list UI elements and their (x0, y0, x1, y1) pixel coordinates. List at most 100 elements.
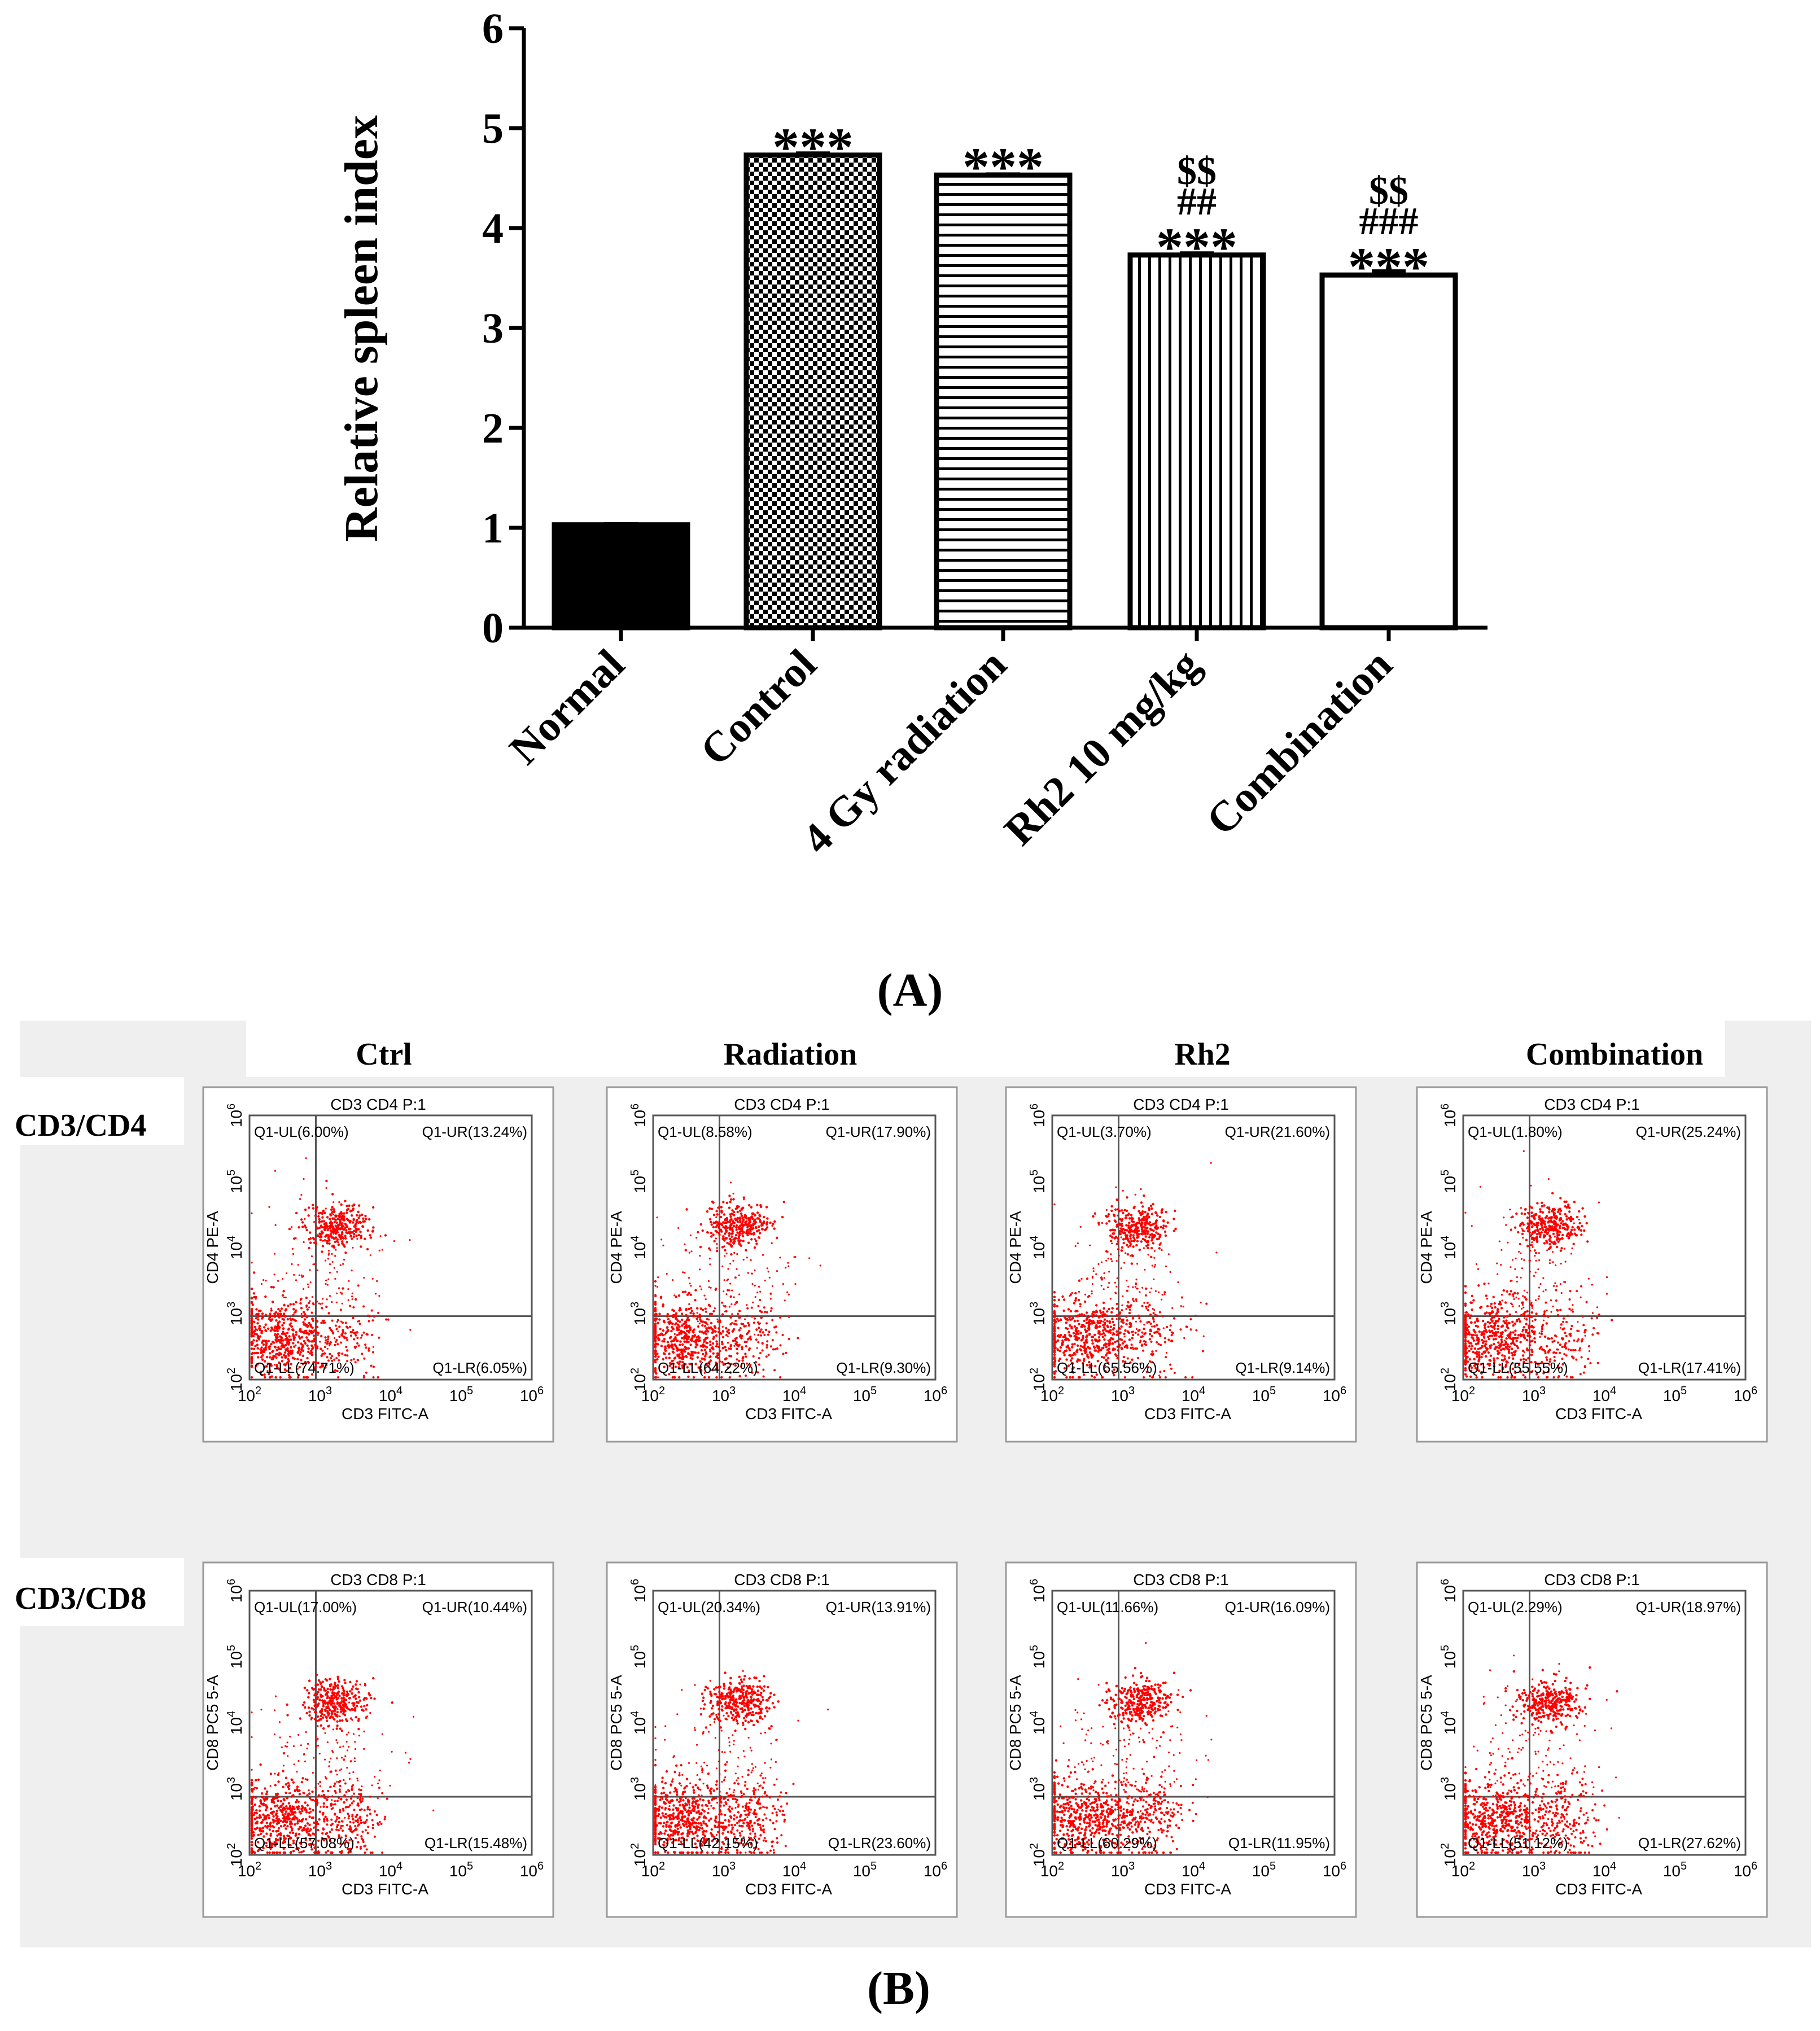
x-tick-label: 103 (1522, 1385, 1546, 1404)
bar-normal (552, 522, 690, 631)
quadrant-ur-label: Q1-UR(18.97%) (1636, 1599, 1741, 1616)
flow-plot: CD3 CD8 P:1 Q1-UL(11.66%) Q1-UR(16.09%) Q1-… (1005, 1561, 1357, 1918)
plot-area (1462, 1114, 1747, 1381)
significance-mark: ## (1177, 180, 1217, 224)
quadrant-ur-label: Q1-UR(13.24%) (422, 1123, 527, 1140)
y-tick-label: 103 (225, 1777, 245, 1801)
significance-mark: ### (1359, 200, 1419, 243)
quadrant-lr-label: Q1-LR(17.41%) (1638, 1359, 1741, 1376)
y-tick-label: 103 (1028, 1777, 1048, 1801)
y-tick-label: 102 (1439, 1368, 1459, 1391)
x-tick-label: 106 (520, 1860, 544, 1880)
column-header: Radiation (724, 1037, 858, 1072)
y-tick-label: 102 (629, 1843, 649, 1867)
y-axis-title: CD4 PE-A (607, 1211, 625, 1284)
y-tick-label: 0 (482, 605, 504, 652)
y-tick-label: 104 (1028, 1711, 1048, 1735)
significance-stars: *** (1348, 237, 1429, 297)
quadrant-ll-label: Q1-LL(60.29%) (1057, 1835, 1157, 1851)
x-category-label: 4 Gy radiation (793, 641, 1016, 863)
plot-area (652, 1590, 937, 1856)
x-tick-label: 106 (924, 1860, 947, 1880)
quadrant-ur-label: Q1-UR(17.90%) (826, 1123, 931, 1140)
plot-area (248, 1114, 533, 1381)
plot-title: CD3 CD8 P:1 (1544, 1571, 1640, 1588)
event-dots (1464, 1654, 1620, 1854)
event-dots (1053, 1162, 1218, 1379)
quadrant-ul-label: Q1-UL(6.00%) (254, 1123, 349, 1140)
x-axis-title: CD3 FITC-A (1555, 1405, 1642, 1422)
event-dots (1053, 1642, 1213, 1854)
quadrant-ll-label: Q1-LL(74.71%) (254, 1359, 355, 1376)
flow-plot: CD3 CD4 P:1 Q1-UL(6.00%) Q1-UR(13.24%) Q1-L… (202, 1086, 554, 1443)
row-label-bg (20, 1077, 184, 1145)
y-tick-label: 106 (1439, 1104, 1459, 1127)
x-tick-label: 102 (1040, 1385, 1064, 1404)
x-tick-label: 106 (924, 1385, 947, 1404)
y-tick-label: 102 (1439, 1843, 1459, 1867)
y-tick-label: 106 (225, 1579, 245, 1603)
row-label: CD3/CD4 (15, 1108, 146, 1143)
y-tick-label: 105 (1439, 1170, 1459, 1193)
plot-title: CD3 CD8 P:1 (330, 1571, 426, 1588)
y-axis-title: CD4 PE-A (204, 1211, 221, 1284)
plot-area (1051, 1114, 1336, 1381)
x-category-label: Control (691, 641, 825, 775)
y-tick-label: 102 (225, 1843, 245, 1867)
x-tick-label: 105 (1663, 1385, 1687, 1404)
event-dots (1464, 1150, 1613, 1379)
y-axis-title: CD4 PE-A (1418, 1211, 1435, 1284)
quadrant-ll-label: Q1-LL(55.55%) (1468, 1359, 1568, 1376)
y-tick-label: 102 (1028, 1843, 1048, 1867)
flow-plot: CD3 CD8 P:1 Q1-UL(17.00%) Q1-UR(10.44%) Q1-… (202, 1561, 554, 1918)
quadrant-ur-label: Q1-UR(25.24%) (1636, 1123, 1741, 1140)
x-tick-label: 103 (308, 1385, 332, 1404)
y-tick-label: 106 (1028, 1579, 1048, 1603)
y-tick-label: 6 (482, 5, 504, 52)
x-tick-label: 102 (238, 1860, 261, 1880)
x-tick-label: 102 (238, 1385, 261, 1404)
y-axis-title: CD8 PC5 5-A (607, 1675, 625, 1771)
significance-stars: *** (1156, 217, 1237, 277)
x-tick-label: 106 (1323, 1860, 1346, 1880)
quadrant-lr-label: Q1-LR(27.62%) (1638, 1835, 1741, 1851)
x-axis-title: CD3 FITC-A (342, 1880, 428, 1898)
y-tick-label: 102 (1028, 1368, 1048, 1391)
y-tick-label: 103 (629, 1777, 649, 1801)
x-category-label: Normal (501, 641, 633, 773)
y-tick-label: 103 (225, 1302, 245, 1325)
quadrant-ul-label: Q1-UL(8.58%) (658, 1123, 753, 1140)
x-tick-label: 102 (641, 1860, 665, 1880)
y-tick-label: 104 (629, 1236, 649, 1259)
quadrant-ul-label: Q1-UL(2.29%) (1468, 1599, 1563, 1616)
x-axis-title: CD3 FITC-A (745, 1880, 832, 1898)
y-tick-label: 105 (629, 1645, 649, 1669)
quadrant-ll-label: Q1-LL(51.12%) (1468, 1835, 1568, 1851)
quadrant-lr-label: Q1-LR(15.48%) (425, 1835, 527, 1851)
plot-area (1462, 1590, 1747, 1856)
x-tick-label: 105 (449, 1385, 473, 1404)
flow-plot: CD3 CD4 P:1 Q1-UL(3.70%) Q1-UR(21.60%) Q1-L… (1005, 1086, 1357, 1443)
y-tick-label: 106 (629, 1579, 649, 1603)
y-tick-label: 5 (482, 105, 504, 152)
y-tick-label: 103 (1439, 1777, 1459, 1801)
y-axis-title: CD4 PE-A (1007, 1211, 1024, 1284)
y-tick-label: 104 (1028, 1236, 1048, 1259)
quadrant-lr-label: Q1-LR(9.14%) (1235, 1359, 1330, 1376)
event-dots (654, 1670, 829, 1854)
y-tick-label: 1 (482, 505, 504, 552)
plot-area (248, 1590, 533, 1856)
y-tick-label: 104 (629, 1711, 649, 1735)
quadrant-ur-label: Q1-UR(13.91%) (826, 1599, 931, 1616)
flow-plot: CD3 CD8 P:1 Q1-UL(2.29%) Q1-UR(18.97%) Q1-L… (1416, 1561, 1768, 1918)
y-tick-label: 102 (629, 1368, 649, 1391)
y-tick-label: 103 (1028, 1302, 1048, 1325)
x-tick-label: 103 (1522, 1860, 1546, 1880)
x-tick-label: 106 (1734, 1385, 1757, 1404)
y-tick-label: 104 (1439, 1236, 1459, 1259)
y-tick-label: 104 (1439, 1711, 1459, 1735)
y-tick-label: 103 (629, 1302, 649, 1325)
x-tick-label: 102 (641, 1385, 665, 1404)
